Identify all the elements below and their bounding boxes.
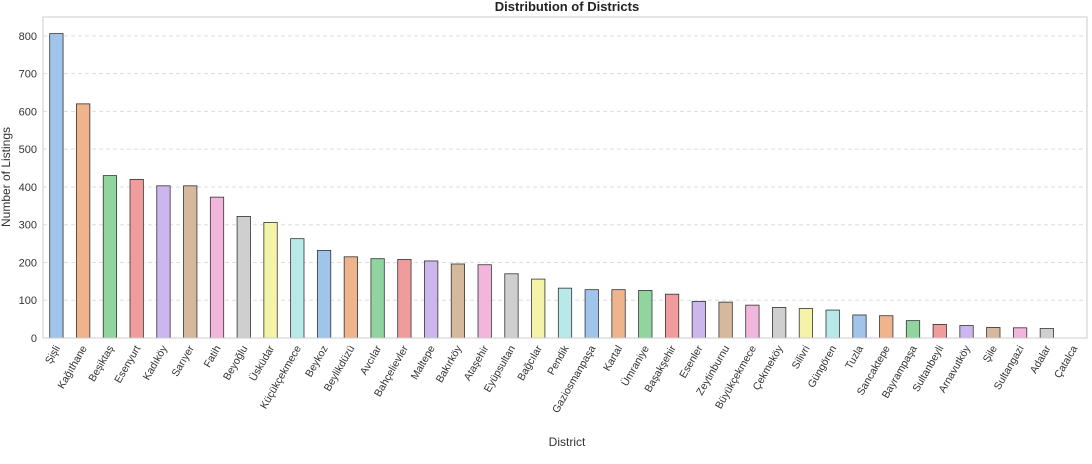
bar (236, 215, 251, 339)
bar (664, 293, 680, 339)
bars (49, 33, 1054, 339)
y-tick-label: 0 (31, 333, 37, 345)
y-tick-label: 600 (19, 106, 37, 118)
bar (959, 325, 974, 339)
bar (691, 300, 706, 339)
bar (316, 249, 332, 339)
bar (611, 289, 626, 339)
bar (76, 103, 91, 339)
bar (932, 324, 947, 339)
y-tick-label: 500 (19, 144, 37, 156)
x-tick-label: Maltepe (409, 343, 438, 381)
bar (183, 185, 198, 339)
bar (531, 278, 546, 339)
x-tick-label: Tuzla (843, 343, 866, 371)
bar (852, 314, 867, 339)
x-axis-label: District (549, 435, 586, 449)
bar (1012, 327, 1028, 339)
x-tick-label: Şişli (43, 344, 63, 367)
bar (584, 289, 599, 339)
bar (477, 264, 492, 339)
y-tick-label: 300 (19, 220, 37, 232)
x-tick-label: Bakırköy (434, 343, 465, 385)
bar (557, 287, 573, 339)
bar (798, 308, 814, 339)
bar (905, 320, 921, 339)
bar (343, 256, 358, 339)
x-tick-label: Çatalca (1052, 343, 1080, 380)
x-tick-label: Şile (981, 343, 1000, 364)
bar (1039, 328, 1054, 339)
bar (424, 260, 439, 339)
bar (450, 263, 466, 339)
bar (986, 327, 1001, 339)
y-tick-label: 200 (19, 257, 37, 269)
x-tick-label: Avcılar (358, 343, 385, 377)
bar (638, 290, 653, 339)
y-tick-label: 700 (19, 69, 37, 81)
x-tick-label: Fatih (202, 343, 224, 369)
bar (290, 238, 305, 339)
bar (504, 273, 519, 339)
bar (156, 185, 171, 339)
x-tick-label: Esenyurt (112, 343, 143, 385)
y-tick-label: 100 (19, 295, 37, 307)
x-tick-label: Pendik (545, 343, 572, 377)
bar (397, 259, 412, 339)
bar (745, 304, 760, 339)
chart-title: Distribution of Districts (495, 0, 639, 14)
x-tick-label: Bağcılar (515, 343, 545, 383)
x-tick-label: Sarıyer (170, 343, 198, 379)
bar (129, 178, 144, 339)
bar (49, 33, 64, 339)
gridlines (43, 35, 1087, 301)
x-tick-label: Adalar (1028, 343, 1054, 376)
bar (102, 175, 118, 339)
x-tick-label: Beyoğlu (221, 343, 250, 382)
bar (772, 307, 787, 339)
y-tick-label: 400 (19, 182, 37, 194)
y-axis-label: Number of Listings (0, 127, 13, 227)
x-tick-label: Kadıköy (141, 343, 171, 383)
x-tick-label: Beykoz (303, 344, 331, 380)
bar (879, 315, 894, 339)
x-tick-label: Ataşehir (462, 343, 492, 383)
x-tick-label: Silivri (790, 344, 813, 372)
bar (209, 196, 225, 339)
y-ticks: 0 100 200 300 400 500 600 700 800 (19, 31, 37, 345)
x-tick-label: Esenler (677, 343, 705, 380)
x-tick-label: Kartal (601, 344, 625, 374)
bar (718, 301, 733, 339)
y-tick-label: 800 (19, 31, 37, 43)
bar (263, 222, 278, 339)
plot-frame (42, 16, 1088, 339)
bar (825, 309, 840, 339)
bar (370, 258, 385, 339)
